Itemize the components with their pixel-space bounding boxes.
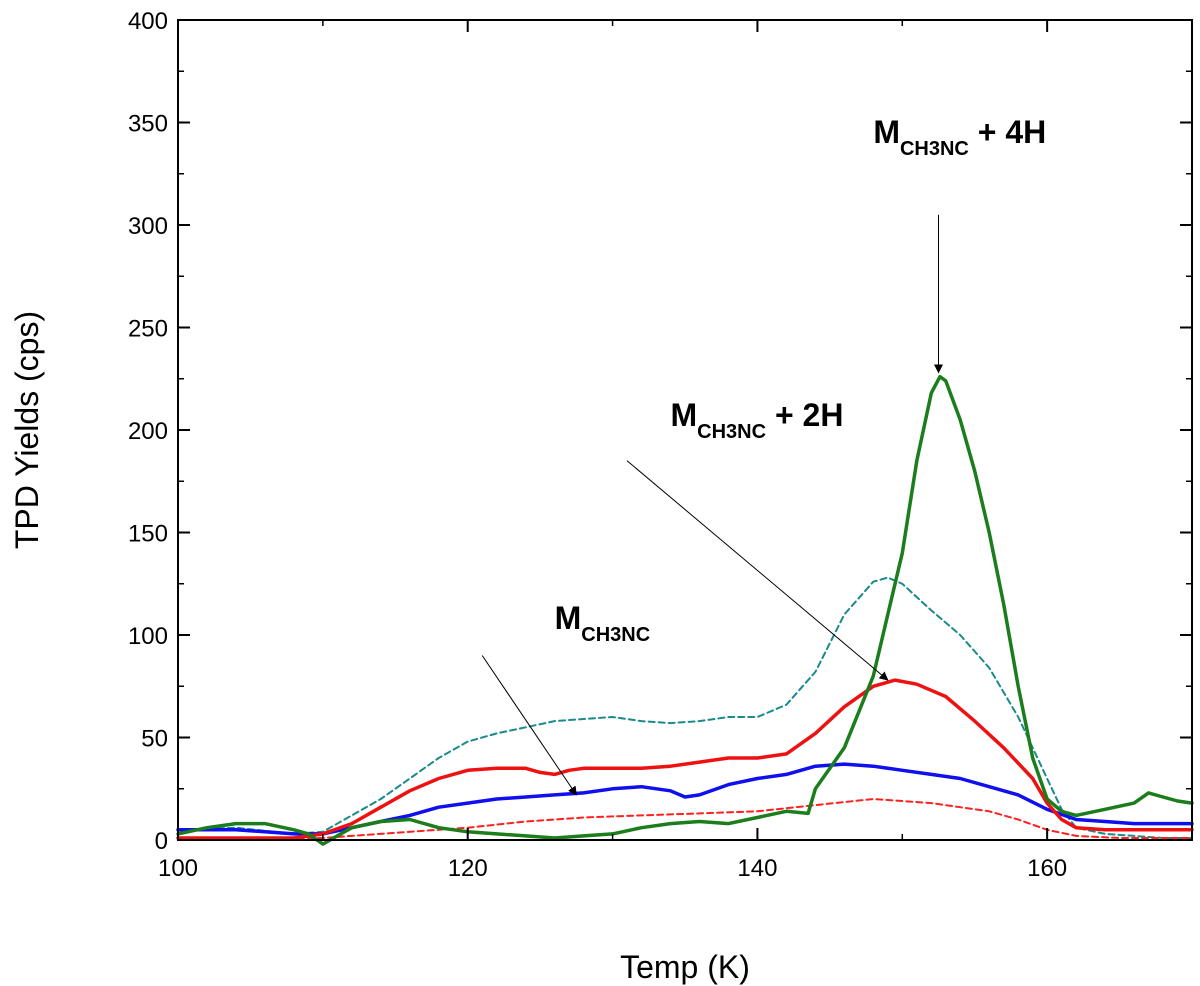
- annotation-label-3: MCH3NC + 4H: [873, 114, 1046, 160]
- y-axis-title: TPD Yields (cps): [9, 311, 45, 549]
- series-line-teal-dashed: [177, 576, 1193, 839]
- x-axis-title: Temp (K): [620, 949, 750, 985]
- series-line-red-solid: [176, 678, 1194, 840]
- annotation-suffix: + 2H: [766, 397, 843, 433]
- x-tick-label: 140: [737, 855, 777, 882]
- annotation-label-1: MCH3NC: [555, 600, 651, 646]
- y-tick-label: 400: [128, 8, 168, 35]
- y-tick-label: 150: [128, 521, 168, 548]
- x-tick-label: 120: [448, 855, 488, 882]
- y-tick-label: 100: [128, 623, 168, 650]
- annotation-suffix: + 4H: [969, 114, 1046, 150]
- annotation-subscript: CH3NC: [581, 624, 650, 646]
- series-layer: [176, 374, 1194, 846]
- y-tick-label: 250: [128, 316, 168, 343]
- y-tick-label: 350: [128, 111, 168, 138]
- annotation-subscript: CH3NC: [900, 138, 969, 160]
- annotation-main: M: [671, 397, 698, 433]
- y-tick-label: 50: [141, 726, 168, 753]
- x-tick-label: 160: [1027, 855, 1067, 882]
- y-tick-label: 0: [155, 828, 168, 855]
- axis-layer: 0 50 100 150 200 250 300 350 400 100 120 140 160: [128, 8, 1192, 882]
- annotation-arrow-1: [481, 655, 577, 796]
- annotation-arrow-2: [626, 460, 889, 681]
- y-tick-label: 300: [128, 213, 168, 240]
- y-tick-label: 200: [128, 418, 168, 445]
- annotation-main: M: [555, 600, 582, 636]
- annotation-main: M: [873, 114, 900, 150]
- series-line-green-solid: [176, 374, 1194, 846]
- x-tick-label: 100: [158, 855, 198, 882]
- annotation-label-2: MCH3NC + 2H: [671, 397, 844, 443]
- annotation-subscript: CH3NC: [697, 421, 766, 443]
